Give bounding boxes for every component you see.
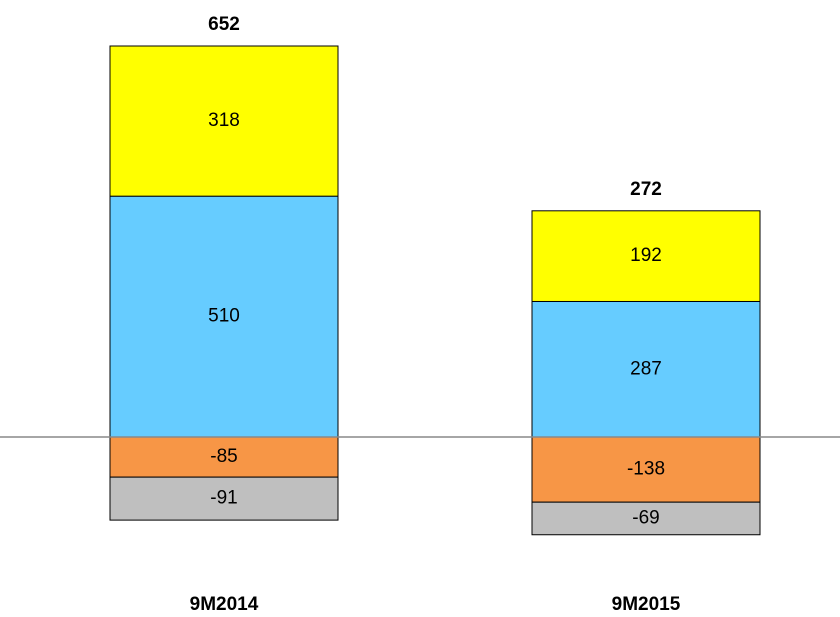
total-label: 652 bbox=[208, 14, 240, 35]
total-label: 272 bbox=[630, 179, 662, 200]
category-label: 9M2015 bbox=[612, 594, 681, 615]
bar-segment bbox=[109, 45, 339, 197]
bar-segment bbox=[109, 476, 339, 521]
segment-label: 192 bbox=[630, 245, 662, 266]
segment-label: -91 bbox=[210, 488, 237, 509]
segment-label: -69 bbox=[632, 507, 659, 528]
segment-label: 318 bbox=[208, 110, 240, 131]
bar-segment bbox=[109, 195, 339, 438]
category-label: 9M2014 bbox=[190, 594, 259, 615]
segment-label: 510 bbox=[208, 306, 240, 327]
segment-label: -85 bbox=[210, 446, 237, 467]
segment-label: 287 bbox=[630, 358, 662, 379]
bar-segment bbox=[531, 300, 761, 438]
bar-segment bbox=[531, 501, 761, 536]
segment-label: -138 bbox=[627, 459, 665, 480]
bar-segment bbox=[531, 210, 761, 302]
